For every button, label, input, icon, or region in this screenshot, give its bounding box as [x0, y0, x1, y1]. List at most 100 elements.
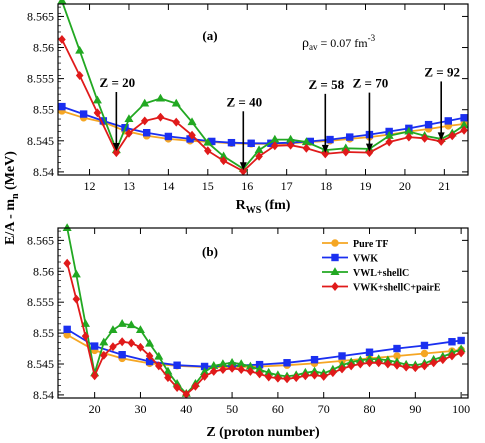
panel-b-vwk-shellc-paire-point: [393, 360, 401, 370]
panel-a-vwk-shellc-paire-point: [302, 143, 311, 153]
y-axis-title: E/A - mn (MeV): [3, 151, 21, 245]
panel-b-vwk-shellc-paire-point: [246, 366, 255, 376]
rho-exponent: -3: [368, 33, 376, 43]
panel-a-series-vwk-shellc-paire: [58, 34, 468, 176]
panel-a-vwk-point: [164, 132, 173, 141]
legend-label: VWL+shellC: [353, 268, 409, 279]
annotation-arrow-head: [112, 142, 120, 151]
panel-b-vwl-shellc-point: [62, 223, 72, 232]
panel-b-vwk-shellc-paire-point: [338, 364, 346, 374]
panel-b-vwk-shellc-paire-point: [356, 359, 365, 369]
panel-a-vwk-shellc-paire-point: [58, 34, 66, 44]
panel-b-vwk-shellc-paire-point: [237, 365, 246, 375]
panel-a-ticks: 8.54 8.545 8.55 8.555 8.56 8.565 12 13 14 15 16 17 1…: [27, 4, 468, 193]
panel-a-density: ρav = 0.07 fm-3: [302, 33, 376, 52]
panel-b-vwk-line: [66, 328, 462, 368]
panel-b-vwk-shellc-paire-point: [283, 374, 291, 384]
panel-a-vwk-shellc-paire-point: [140, 116, 149, 126]
panel-b-vwk-shellc-paire-point: [255, 369, 264, 379]
panel-b-y-tick-label: 8.545: [27, 357, 54, 371]
panel-a-x-tick-label: 18: [320, 179, 332, 193]
annotation-z-92: Z = 92: [424, 64, 460, 141]
panel-b-vwk-shellc-paire-point: [448, 351, 456, 361]
panel-a-y-tick-label: 8.56: [33, 41, 54, 55]
legend-label: VWK: [353, 254, 378, 265]
panel-a-vwk-point: [460, 114, 468, 122]
panel-a-vwk-point: [143, 129, 151, 137]
panel-b-vwk-shellc-paire-point: [72, 294, 81, 304]
annotation-z-58: Z = 58: [308, 77, 345, 153]
annotation-z-20: Z = 20: [100, 75, 135, 151]
y-axis-title-unit: (MeV): [3, 151, 18, 190]
panel-b-x-tick-label: 90: [409, 402, 421, 416]
panel-b-vwk-shellc-paire-point: [310, 370, 319, 380]
panel-b-vwk-point: [393, 344, 401, 353]
panel-b-vwk-shellc-paire-point: [173, 383, 181, 392]
panel-b-vwl-shellc-point: [108, 325, 118, 334]
panel-a-vwk-shellc-paire-point: [125, 128, 133, 138]
panel-b-x-tick-label: 20: [89, 402, 101, 416]
panel-a-vwk-shellc-paire-point: [156, 112, 165, 122]
panel-b-vwl-shellc-point: [135, 325, 145, 334]
panel-b-x-tick-label: 60: [272, 402, 284, 416]
panel-b-vwl-shellc-point: [99, 337, 109, 346]
panel-b-vwk-shellc-paire-point: [420, 361, 429, 371]
panel-a-vwk-shellc-paire-point: [437, 136, 445, 146]
panel-b-frame: [57, 227, 469, 399]
panel-b-vwk-shellc-paire-point: [154, 361, 163, 371]
panel-b-vwk-shellc-paire-point: [301, 371, 310, 381]
panel-a-vwl-shellc-point: [92, 95, 102, 104]
panel-b-vwk-point: [173, 361, 181, 369]
panel-b-vwl-shellc-point: [71, 269, 81, 278]
panel-b-vwk-shellc-paire-point: [145, 351, 154, 361]
rho-symbol: ρ: [302, 36, 309, 51]
annotation-label: Z = 92: [424, 64, 460, 79]
panel-b-vwk-shellc-paire-point: [374, 358, 383, 368]
panel-a-vwk-shellc-paire-point: [341, 147, 350, 157]
panel-b-vwk-shellc-paire-point: [274, 373, 282, 383]
panel-a-x-axis-title: RWS (fm): [236, 198, 291, 216]
legend-swatch-marker: [331, 282, 339, 291]
panel-a-vwk-shellc-paire-point: [385, 137, 393, 147]
panel-a-vwk-point: [227, 138, 236, 147]
panel-a-vwl-shellc-point: [75, 45, 85, 54]
panel-a-y-tick-label: 8.565: [27, 9, 54, 23]
y-axis-title-sub: n: [10, 193, 21, 199]
panel-a-vwk-shellc-paire-point: [93, 108, 102, 118]
panel-b-vwk-shellc-paire-point: [118, 337, 126, 347]
panel-a-x-tick-label: 17: [281, 179, 293, 193]
panel-b-vwk-point: [338, 352, 346, 360]
panel-b-vwk-point: [118, 351, 126, 359]
panel-b-y-tick-label: 8.56: [33, 264, 54, 278]
panel-a-x-tick-label: 20: [399, 179, 411, 193]
panel-a-frame: [57, 3, 469, 176]
panel-a-vwk-point: [346, 133, 354, 141]
panel-a-vwk-shellc-paire-point: [112, 148, 121, 158]
panel-a-series-vwk: [58, 102, 468, 147]
panel-a-vwk-shellc-paire-point: [286, 140, 295, 150]
legend-label: Pure TF: [353, 239, 388, 250]
panel-b-x-axis-title: Z (proton number): [206, 425, 320, 440]
panel-b-vwk-shellc-paire-point: [63, 258, 71, 268]
panel-b-vwk-shellc-paire-point: [365, 358, 374, 368]
panel-b-x-tick-label: 50: [226, 402, 238, 416]
panel-b-vwk-shellc-paire-point: [347, 361, 355, 371]
panel-b-vwl-shellc-point: [145, 338, 155, 347]
annotation-arrow-head: [321, 144, 329, 153]
panel-a-vwk-shellc-paire-point: [75, 71, 84, 80]
annotation-z-70: Z = 70: [353, 76, 388, 152]
panel-b-x-tick-label: 70: [318, 402, 330, 416]
panel-b-vwl-shellc-point: [126, 320, 136, 329]
panel-a-x-tick-label: 21: [438, 179, 450, 193]
panel-a-vwk-shellc-paire-point: [172, 117, 181, 127]
panel-a-vwl-shellc-point: [57, 0, 67, 4]
panel-b-vwk-shellc-paire-point: [411, 363, 420, 373]
panel-a-vwk-point: [79, 110, 88, 118]
panel-a-annotations: Z = 20 Z = 40 Z = 58 Z = 70 Z = 92: [100, 64, 460, 171]
panel-b-pure-tf-point: [420, 349, 429, 358]
panel-a-vwk-shellc-paire-point: [255, 151, 263, 161]
panel-b-ticks: 8.54 8.545 8.55 8.555 8.56 8.565 20 30 40 50 60 70 8…: [27, 228, 470, 416]
panel-a-vwl-shellc-point: [187, 117, 197, 126]
panel-a-x-tick-label: 19: [360, 179, 372, 193]
panel-a-x-tick-label: 12: [84, 179, 96, 193]
